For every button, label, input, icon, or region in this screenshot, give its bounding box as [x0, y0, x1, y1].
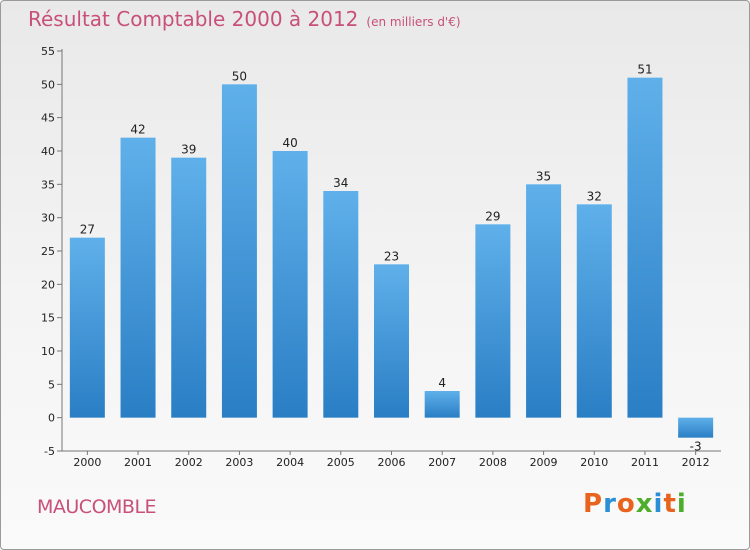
chart-title-text: Résultat Comptable 2000 à 2012: [28, 7, 359, 31]
data-label: 23: [384, 249, 399, 263]
data-label: 39: [181, 143, 196, 157]
bar: [678, 417, 714, 438]
bar: [69, 237, 105, 418]
x-tick-label: 2003: [225, 456, 253, 469]
y-tick-label: 35: [41, 178, 55, 191]
bar: [576, 204, 612, 418]
y-tick-label: 55: [41, 45, 55, 58]
data-label: 51: [637, 63, 652, 77]
bar: [120, 137, 156, 418]
data-label: 40: [282, 136, 297, 150]
x-tick-label: 2009: [530, 456, 558, 469]
logo-letter: i: [676, 489, 687, 519]
y-tick-label: -5: [44, 445, 55, 458]
x-tick-label: 2001: [124, 456, 152, 469]
y-tick-label: 15: [41, 312, 55, 325]
proxiti-logo: Proxiti: [583, 489, 687, 519]
y-tick-label: 10: [41, 345, 55, 358]
chart-title: Résultat Comptable 2000 à 2012 (en millie…: [28, 7, 461, 31]
logo-letter: x: [635, 489, 654, 519]
data-label: 27: [80, 223, 95, 237]
data-label: 32: [587, 189, 602, 203]
bar: [221, 84, 257, 418]
logo-letter: i: [653, 489, 664, 519]
y-tick-label: 20: [41, 278, 55, 291]
data-label: 50: [232, 69, 247, 83]
x-tick-label: 2010: [580, 456, 608, 469]
data-label: 42: [130, 123, 145, 137]
y-tick-label: 30: [41, 212, 55, 225]
y-tick-label: 5: [48, 378, 55, 391]
chart-subtitle: (en milliers d'€): [366, 15, 461, 29]
x-tick-label: 2007: [428, 456, 456, 469]
data-label: 35: [536, 169, 551, 183]
bar: [627, 77, 663, 418]
data-label: 4: [438, 376, 446, 390]
bar: [424, 391, 460, 418]
logo-letter: P: [583, 489, 604, 519]
place-name: MAUCOMBLE: [37, 496, 157, 518]
y-tick-label: 25: [41, 245, 55, 258]
x-tick-label: 2002: [175, 456, 203, 469]
bar: [171, 157, 207, 418]
data-label: 29: [485, 209, 500, 223]
bar: [272, 151, 308, 418]
x-tick-label: 2008: [479, 456, 507, 469]
x-tick-label: 2012: [682, 456, 710, 469]
y-tick-label: 0: [48, 412, 55, 425]
data-label: -3: [690, 440, 702, 454]
y-tick-label: 50: [41, 78, 55, 91]
x-tick-label: 2011: [631, 456, 659, 469]
x-tick-label: 2000: [73, 456, 101, 469]
bar: [323, 191, 359, 418]
x-tick-label: 2005: [327, 456, 355, 469]
data-label: 34: [333, 176, 348, 190]
logo-letter: o: [616, 489, 636, 519]
x-tick-label: 2004: [276, 456, 304, 469]
x-tick-label: 2006: [378, 456, 406, 469]
bar: [526, 184, 562, 418]
y-tick-label: 45: [41, 112, 55, 125]
y-tick-label: 40: [41, 145, 55, 158]
logo-letter: t: [663, 489, 677, 519]
bar: [374, 264, 409, 418]
bar: [475, 224, 511, 418]
logo-letter: r: [603, 489, 617, 519]
